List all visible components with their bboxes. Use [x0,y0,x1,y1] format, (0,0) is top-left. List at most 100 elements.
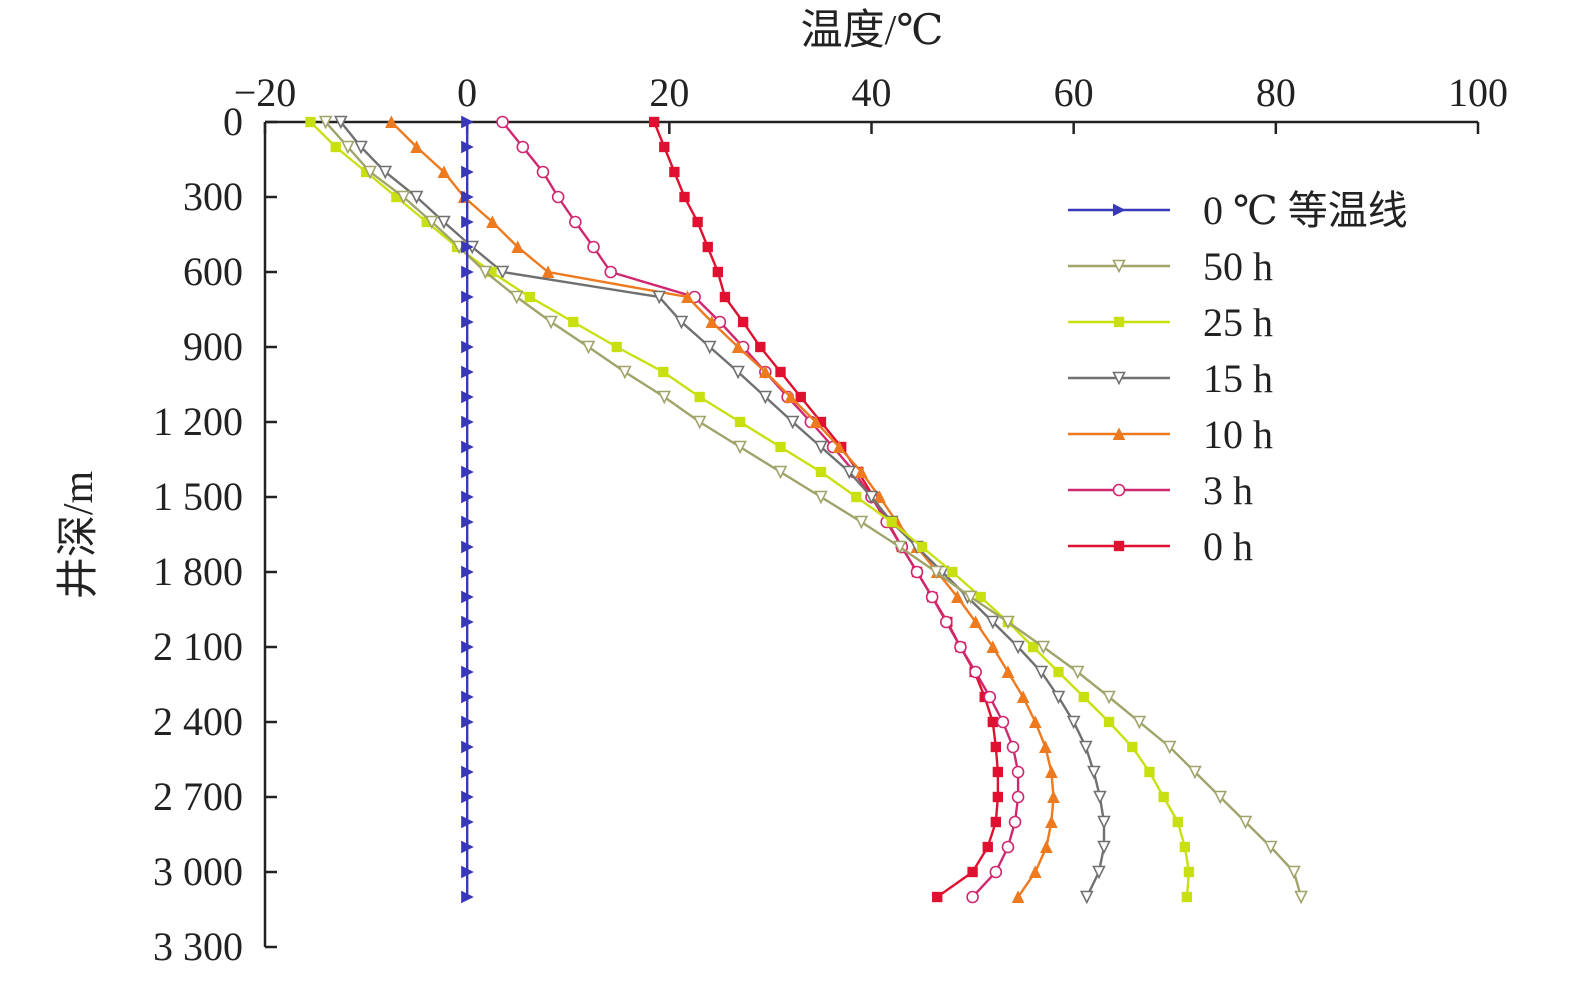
data-point [992,766,1004,778]
data-point [1011,640,1025,655]
data-point [1045,815,1058,828]
data-point [986,615,1000,630]
data-point [461,540,474,554]
x-tick-label: 100 [1448,70,1508,115]
data-point [305,116,316,128]
data-point [461,790,474,804]
data-point [674,315,689,330]
data-point [437,215,451,230]
data-point [759,365,772,378]
data-point [659,141,670,153]
data-point [1070,665,1085,680]
data-point [992,791,1004,803]
legend-label: 3 h [1203,468,1253,513]
data-point [990,741,1002,753]
data-point [587,240,600,254]
data-point [1093,790,1107,805]
data-point [784,390,797,403]
data-point [1011,790,1025,804]
data-point [461,865,474,879]
data-point [842,465,857,480]
series-line [390,121,1055,898]
data-point [893,540,907,555]
data-point [814,440,828,455]
data-point [712,266,724,278]
data-point [1188,765,1202,780]
data-point [461,190,474,204]
data-point [461,515,474,529]
data-point [461,165,474,179]
data-point [657,390,672,405]
data-point [569,215,582,229]
data-point [461,290,474,304]
y-tick-label: 2 100 [153,624,243,669]
data-point [1080,890,1094,905]
data-point [1006,740,1020,754]
y-tick-label: 0 [223,99,243,144]
y-tick-label: 2 700 [153,774,243,819]
data-point [516,140,530,154]
data-point [486,215,499,228]
data-point [658,366,669,378]
data-point [969,615,982,628]
data-point [461,465,474,479]
data-point [1172,816,1183,828]
series-line [339,121,1106,898]
data-point [1213,790,1228,805]
data-point [461,840,474,854]
data-point [1034,665,1049,680]
data-point [1011,890,1025,903]
series-3 [334,115,1111,905]
x-tick-label: 80 [1256,70,1296,115]
data-point [1053,666,1064,678]
data-point [1011,765,1025,779]
data-point [815,466,827,478]
data-point [478,265,493,280]
series-4 [385,115,1060,903]
data-point [1001,665,1015,678]
data-point [461,365,474,379]
data-point [424,215,439,230]
data-point [1112,483,1126,497]
data-point [581,340,596,355]
data-point [461,315,474,329]
data-point [832,440,846,453]
data-point [1097,840,1111,855]
series-line [309,121,1191,898]
data-point [604,265,618,279]
data-point [461,565,474,579]
data-point [1181,891,1193,903]
data-point [461,440,474,454]
data-point [775,441,786,453]
data-point [1040,840,1053,853]
data-point [692,415,707,430]
data-point [773,465,788,480]
data-point [983,690,997,704]
x-tick-label: 60 [1054,70,1094,115]
legend-label: 0 h [1203,524,1253,569]
data-point [809,415,823,428]
data-point [1158,791,1169,803]
data-point [1112,259,1126,274]
data-point [461,765,474,779]
data-point [461,340,474,354]
data-point [652,290,667,305]
data-point [1287,865,1301,880]
data-point [1028,715,1042,728]
data-point [702,340,717,355]
data-point [702,241,713,253]
y-tick-label: 3 300 [153,924,243,969]
data-point [461,590,474,604]
data-point [544,315,558,330]
data-point [568,316,579,328]
data-point [1078,691,1089,703]
x-tick-label: 0 [457,70,477,115]
data-point [986,640,1000,653]
data-point [916,541,928,553]
series-6 [648,116,1004,903]
data-point [1132,715,1147,730]
data-point [363,165,377,180]
data-point [947,566,958,578]
y-tick-label: 1 800 [153,549,243,594]
data-point [461,615,474,629]
